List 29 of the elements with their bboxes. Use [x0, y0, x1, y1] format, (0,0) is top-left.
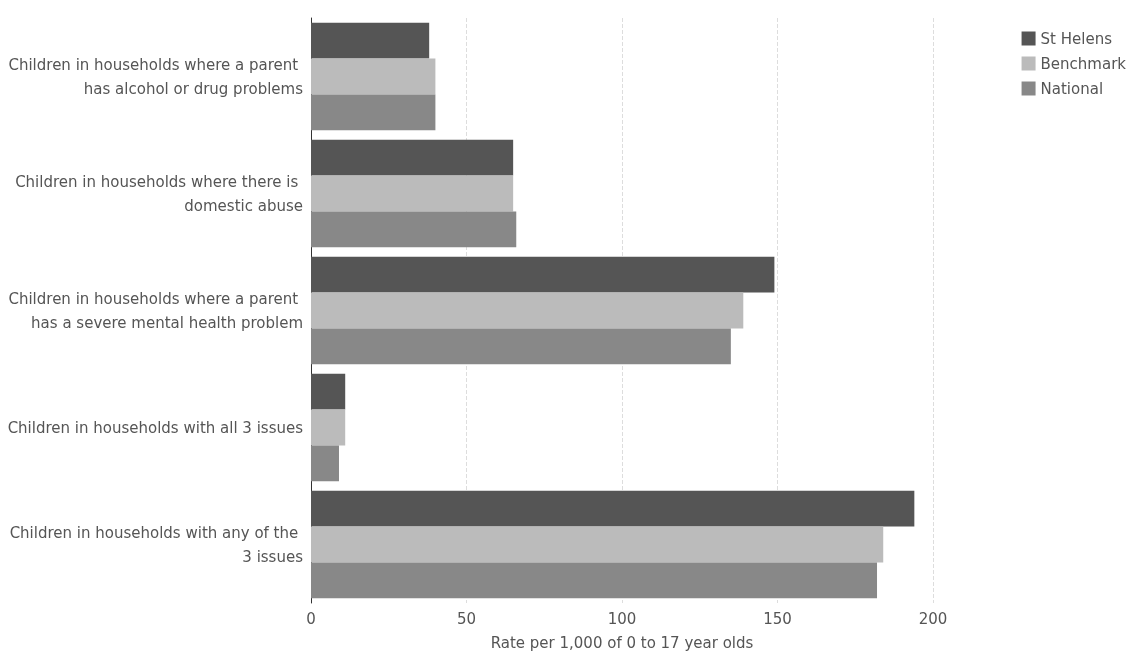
legend-label: St Helens — [1040, 29, 1113, 48]
bar — [311, 562, 878, 599]
bar — [311, 328, 731, 365]
x-tick-label: 200 — [918, 609, 948, 628]
y-tick-label: Children in households where there is domestic abuse — [15, 172, 303, 215]
bar — [311, 490, 915, 527]
x-tick-label: 0 — [306, 609, 316, 628]
y-tick-label: Children in households with any of the 3 issues — [9, 523, 304, 566]
bar — [311, 526, 884, 563]
y-tick-label: Children in households with all 3 issues — [7, 418, 304, 437]
y-tick-label: Children in households where a parent has alcohol or drug problems — [8, 55, 304, 98]
legend-label: Benchmark — [1040, 54, 1127, 73]
legend-label: National — [1040, 79, 1104, 98]
bar — [311, 175, 514, 212]
bar — [311, 409, 346, 446]
x-axis-title: Rate per 1,000 of 0 to 17 year olds — [490, 633, 754, 652]
bar — [311, 211, 517, 248]
bar — [311, 445, 339, 482]
bar — [311, 256, 775, 293]
bar — [311, 58, 436, 95]
x-tick-label: 50 — [456, 609, 477, 628]
x-tick-label: 150 — [763, 609, 792, 628]
x-tick-label: 100 — [607, 609, 637, 628]
bar — [311, 22, 430, 59]
bar — [311, 94, 436, 131]
bar — [311, 139, 514, 176]
bar — [311, 292, 744, 329]
y-tick-label: Children in households where a parent has a severe mental health problem — [8, 289, 303, 332]
bar — [311, 373, 346, 410]
